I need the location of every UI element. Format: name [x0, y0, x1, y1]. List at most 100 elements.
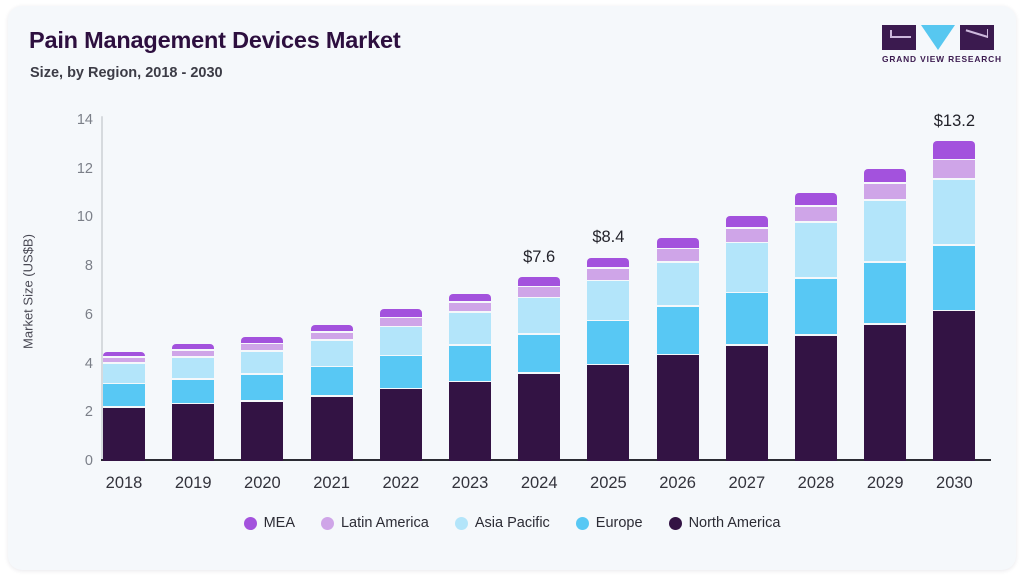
bar-segment[interactable]: [587, 321, 630, 364]
bar-segment[interactable]: [725, 228, 768, 242]
bar-column[interactable]: $8.4: [587, 120, 630, 461]
bar-segment[interactable]: [656, 306, 699, 354]
y-axis-tick-label: 10: [76, 209, 93, 226]
bar-segment[interactable]: [518, 287, 561, 297]
y-axis-tick-label: 12: [76, 160, 93, 177]
x-axis-tick-label: 2026: [659, 474, 696, 492]
x-axis-tick-label: 2020: [244, 474, 281, 492]
bar-segment[interactable]: [379, 356, 422, 388]
bar-segment[interactable]: [172, 403, 215, 461]
legend-item[interactable]: Europe: [575, 515, 643, 531]
legend-item[interactable]: MEA: [243, 515, 295, 531]
bar-segment[interactable]: [241, 344, 284, 351]
bar-segment[interactable]: [795, 193, 837, 206]
bar-segment[interactable]: [864, 200, 907, 262]
bar-column[interactable]: [241, 120, 284, 461]
bar-segment[interactable]: [518, 277, 561, 286]
bar-segment[interactable]: [587, 257, 630, 268]
grand-view-research-logo: GRAND VIEW RESEARCH: [882, 25, 1002, 67]
bar-segment[interactable]: [103, 407, 145, 461]
bar-segment[interactable]: [449, 345, 491, 381]
bar-segment[interactable]: [449, 302, 491, 312]
bar-segment[interactable]: [864, 168, 907, 183]
bar-segment[interactable]: [933, 311, 976, 461]
bar-column[interactable]: [656, 120, 699, 461]
bar-segment[interactable]: [449, 312, 491, 345]
bar-segment[interactable]: [241, 374, 284, 401]
bar-column[interactable]: [310, 120, 353, 461]
bar-segment[interactable]: [379, 389, 422, 461]
bar-segment[interactable]: [864, 183, 907, 200]
bar-segment[interactable]: [518, 373, 561, 461]
legend-label: Europe: [595, 515, 643, 531]
bar-segment[interactable]: [656, 249, 699, 262]
bar-segment[interactable]: [656, 262, 699, 306]
logo-wordmark: GRAND VIEW RESEARCH: [882, 54, 1002, 64]
bar-column[interactable]: [172, 120, 215, 461]
bar-segment[interactable]: [725, 293, 768, 345]
bar-segment[interactable]: [172, 350, 215, 357]
bar-column[interactable]: [795, 120, 837, 461]
bar-column[interactable]: $7.6: [518, 120, 561, 461]
bar-segment[interactable]: [864, 324, 907, 461]
bar-segment[interactable]: [310, 332, 353, 340]
bar-column[interactable]: [725, 120, 768, 461]
x-axis-tick-label: 2028: [797, 474, 835, 492]
bar-segment[interactable]: [795, 206, 837, 222]
bar-segment[interactable]: [725, 345, 768, 461]
legend-swatch-icon: [320, 516, 334, 530]
bar-segment[interactable]: [103, 384, 145, 407]
bar-column[interactable]: [103, 120, 145, 461]
legend-item[interactable]: Latin America: [320, 515, 429, 531]
bar-segment[interactable]: [103, 351, 145, 357]
bar-segment[interactable]: [379, 309, 422, 317]
bar-column[interactable]: $13.2: [933, 112, 976, 461]
bar-segment[interactable]: [518, 298, 561, 334]
bar-segment[interactable]: [795, 278, 837, 335]
bar-segment[interactable]: [172, 357, 215, 379]
legend-label: Asia Pacific: [474, 515, 550, 531]
bar-column[interactable]: [864, 120, 907, 461]
legend-item[interactable]: Asia Pacific: [454, 515, 550, 531]
bar-segment[interactable]: [241, 351, 284, 374]
bar-segment[interactable]: [241, 336, 284, 343]
bar-segment[interactable]: [379, 317, 422, 326]
bar-segment[interactable]: [795, 335, 837, 461]
bar-segment[interactable]: [795, 222, 837, 278]
bar-segment[interactable]: [725, 216, 768, 228]
x-axis-tick-label: 2029: [866, 474, 904, 492]
bar-segment[interactable]: [449, 293, 491, 302]
bar-segment[interactable]: [241, 401, 284, 461]
bar-segment[interactable]: [587, 268, 630, 280]
bar-segment[interactable]: [310, 367, 353, 396]
bar-segment[interactable]: [933, 179, 976, 245]
bar-segment[interactable]: [518, 334, 561, 373]
bar-value-label: $8.4: [592, 228, 625, 247]
bar-segment[interactable]: [172, 379, 215, 403]
bar-segment[interactable]: [310, 396, 353, 461]
bar-segment[interactable]: [310, 324, 353, 332]
bar-segment[interactable]: [725, 243, 768, 292]
y-axis-line: [101, 116, 103, 461]
bar-segment[interactable]: [864, 262, 907, 324]
bar-segment[interactable]: [933, 160, 976, 179]
bar-segment[interactable]: [379, 327, 422, 356]
bar-segment[interactable]: [587, 364, 630, 461]
legend-swatch-icon: [243, 516, 257, 530]
bar-segment[interactable]: [587, 280, 630, 320]
bar-segment[interactable]: [656, 355, 699, 461]
bar-segment[interactable]: [310, 340, 353, 367]
bar-segment[interactable]: [933, 140, 976, 159]
bar-segment[interactable]: [449, 382, 491, 461]
bar-segment[interactable]: [103, 357, 145, 363]
bar-segment[interactable]: [103, 363, 145, 384]
legend-item[interactable]: North America: [668, 515, 780, 531]
bar-column[interactable]: [449, 120, 491, 461]
bar-column[interactable]: [379, 120, 422, 461]
bar-segment[interactable]: [933, 245, 976, 310]
y-axis-tick-label: 0: [84, 453, 93, 469]
x-axis-tick-label: 2030: [936, 474, 973, 492]
bar-segment[interactable]: [172, 344, 215, 350]
bar-segment[interactable]: [656, 237, 699, 248]
legend-swatch-icon: [668, 516, 682, 530]
